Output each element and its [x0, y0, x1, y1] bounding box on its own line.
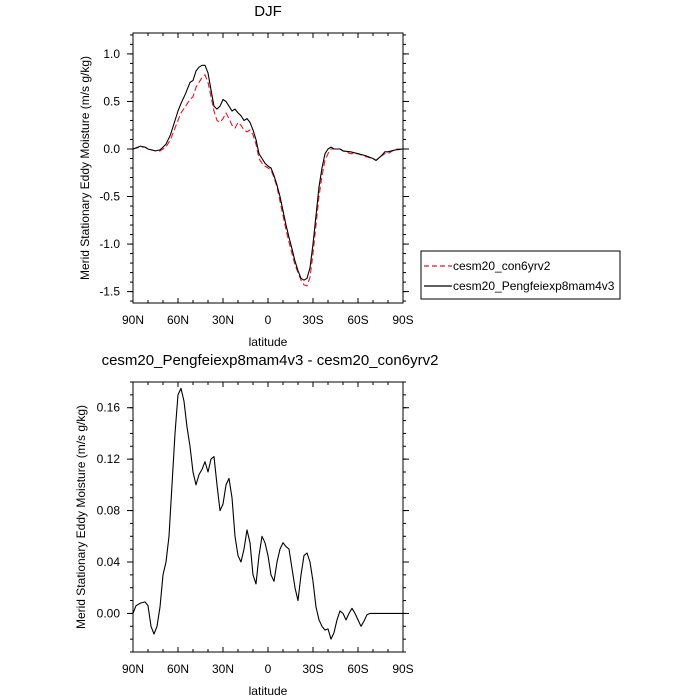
bottom-series-line-0	[132, 387, 403, 640]
bottom-x-tick-label: 0	[265, 662, 272, 676]
top-x-tick-label: 90S	[392, 313, 413, 327]
bottom-panel: cesm20_Pengfeiexp8mam4v3 - cesm20_con6yr…	[74, 352, 438, 698]
bottom-y-tick-label: 0.12	[97, 452, 121, 466]
top-x-axis-label: latitude	[249, 335, 288, 349]
top-x-tick-label: 0	[265, 313, 272, 327]
top-y-tick-label: 0.5	[103, 94, 120, 108]
bottom-chart-title: cesm20_Pengfeiexp8mam4v3 - cesm20_con6yr…	[102, 352, 439, 369]
legend-box	[420, 250, 621, 300]
top-y-tick-label: -0.5	[99, 190, 120, 204]
bottom-plot-frame	[132, 381, 404, 653]
top-x-tick-label: 30S	[302, 313, 323, 327]
bottom-x-tick-label: 60N	[167, 662, 189, 676]
bottom-x-tick-label: 90N	[122, 662, 144, 676]
top-series-line-0	[132, 74, 403, 287]
top-y-tick-label: 0.0	[103, 142, 120, 156]
top-y-tick-label: -1.0	[99, 237, 120, 251]
top-chart-title: DJF	[254, 3, 282, 20]
top-series-lines	[132, 64, 404, 287]
bottom-y-tick-label: 0.04	[97, 555, 121, 569]
bottom-tick-labels: 90N 60N 30N 0 30S 60S 90S 0.16 0.12 0.08 0.04 0.00	[97, 401, 414, 676]
bottom-y-tick-label: 0.16	[97, 401, 121, 415]
legend: cesm20_con6yrv2 cesm20_Pengfeiexp8mam4v3	[420, 250, 621, 300]
bottom-x-tick-label: 90S	[392, 662, 413, 676]
bottom-y-tick-label: 0.00	[97, 606, 121, 620]
legend-label-pengfei: cesm20_Pengfeiexp8mam4v3	[453, 279, 615, 293]
bottom-series-lines	[132, 387, 403, 640]
top-tick-labels: 90N 60N 30N 0 30S 60S 90S 1.0 0.5 0.0 -0.5 -1.0 -1.5	[99, 47, 413, 327]
top-x-tick-label: 60N	[167, 313, 189, 327]
top-x-tick-label: 30N	[212, 313, 234, 327]
bottom-y-axis-label: Merid Stationary Eddy Moisture (m/s g/kg…	[74, 405, 88, 629]
top-y-axis-label: Merid Stationary Eddy Moisture (m/s g/kg…	[78, 56, 92, 280]
legend-label-con6yrv2: cesm20_con6yrv2	[453, 259, 551, 273]
top-y-tick-label: -1.5	[99, 285, 120, 299]
bottom-ticks	[127, 381, 409, 653]
top-plot-frame	[132, 32, 404, 304]
top-panel: DJF 90N 60N 30N 0 30S 60S 90S 1.0 0.5 0.0 -0.5 -1.0…	[78, 3, 414, 349]
bottom-x-tick-label: 30S	[302, 662, 323, 676]
top-y-tick-label: 1.0	[103, 47, 120, 61]
top-series-line-1	[132, 64, 404, 281]
bottom-x-axis-label: latitude	[249, 684, 288, 698]
top-x-tick-label: 60S	[347, 313, 368, 327]
bottom-y-tick-label: 0.08	[97, 504, 121, 518]
bottom-x-tick-label: 60S	[347, 662, 368, 676]
top-x-tick-label: 90N	[122, 313, 144, 327]
bottom-x-tick-label: 30N	[212, 662, 234, 676]
